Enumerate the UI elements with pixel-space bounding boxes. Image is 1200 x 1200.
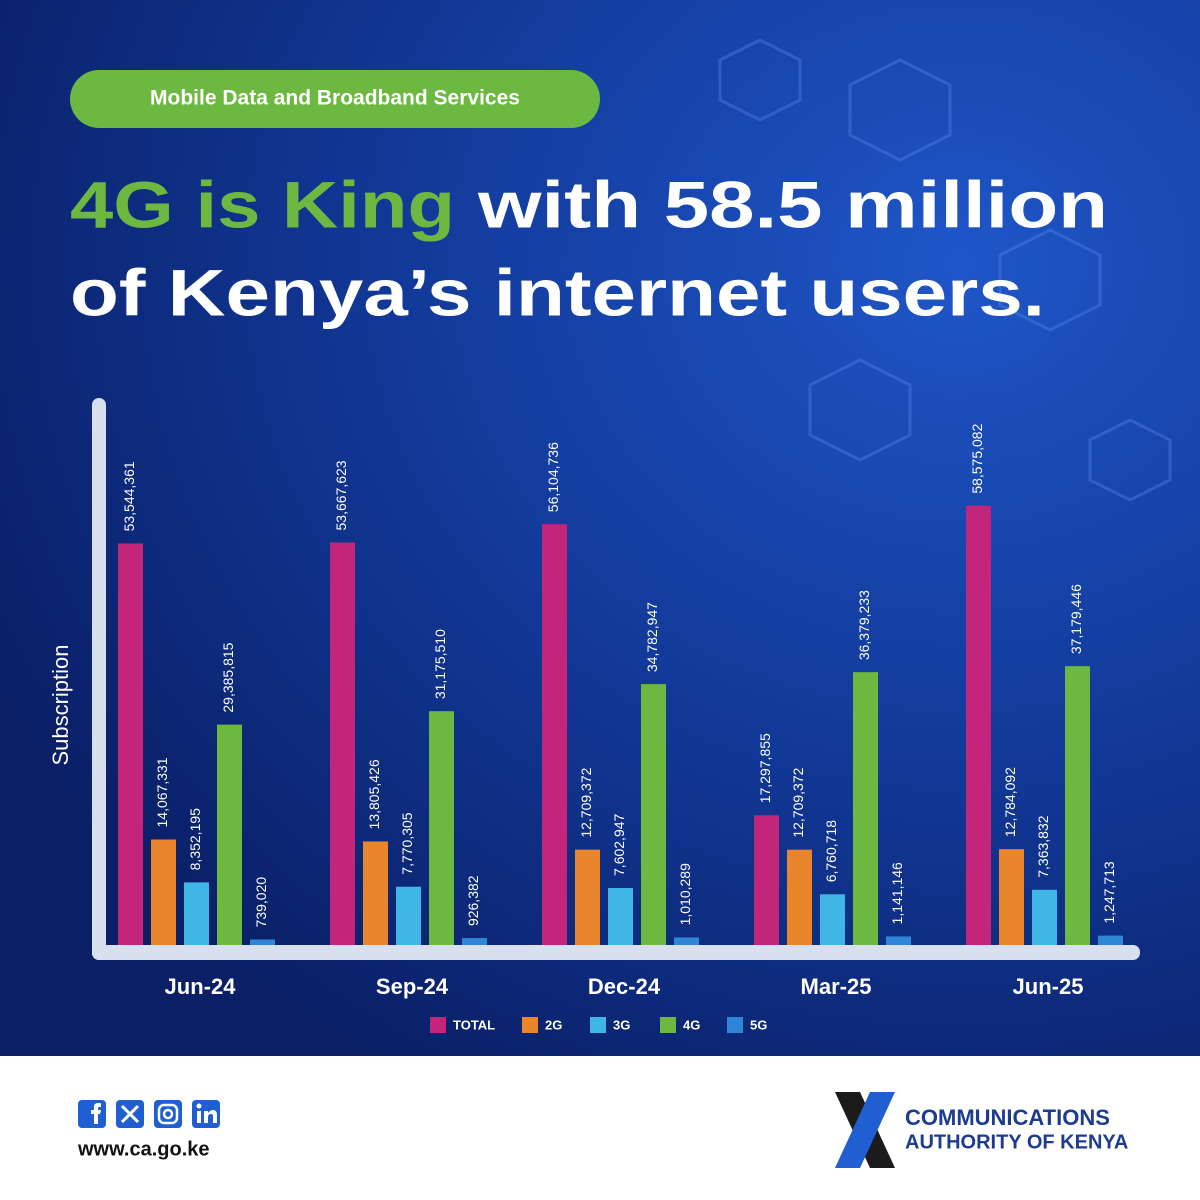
value-label: 8,352,195 — [187, 808, 203, 870]
website: www.ca.go.ke — [77, 1138, 210, 1160]
bar — [575, 849, 600, 945]
x-tick-label: Jun-25 — [1013, 974, 1084, 999]
bar — [396, 886, 421, 945]
x-tick-label: Sep-24 — [376, 974, 449, 999]
bar — [184, 882, 209, 945]
x-tick-label: Mar-25 — [801, 974, 872, 999]
badge — [70, 70, 600, 128]
bar — [330, 542, 355, 945]
value-label: 1,010,289 — [677, 863, 693, 925]
value-label: 58,575,082 — [969, 423, 985, 493]
value-label: 12,709,372 — [578, 767, 594, 837]
value-label: 36,379,233 — [856, 590, 872, 660]
value-label: 29,385,815 — [220, 642, 236, 712]
bar — [118, 543, 143, 945]
bar — [462, 938, 487, 945]
x-axis — [92, 945, 1140, 960]
bar — [820, 894, 845, 945]
value-label: 56,104,736 — [545, 442, 561, 512]
bar — [853, 672, 878, 945]
bar — [1032, 889, 1057, 945]
value-label: 6,760,718 — [823, 820, 839, 882]
legend-label: 2G — [545, 1017, 562, 1032]
legend-swatch — [727, 1017, 743, 1033]
value-label: 37,179,446 — [1068, 584, 1084, 654]
bar — [787, 849, 812, 945]
bar — [363, 841, 388, 945]
social-icons — [78, 1100, 220, 1128]
bar — [674, 937, 699, 945]
x-tick-label: Dec-24 — [588, 974, 661, 999]
bar — [250, 939, 275, 945]
org-name: COMMUNICATIONS — [905, 1105, 1110, 1130]
value-label: 1,141,146 — [889, 862, 905, 924]
hex-decor — [718, 38, 1172, 502]
value-label: 34,782,947 — [644, 602, 660, 672]
value-label: 12,784,092 — [1002, 767, 1018, 837]
value-label: 1,247,713 — [1101, 861, 1117, 923]
value-label: 17,297,855 — [757, 733, 773, 803]
headline: with 58.5 million — [477, 167, 1108, 241]
headline-highlight: 4G is King — [70, 167, 455, 241]
legend-swatch — [660, 1017, 676, 1033]
bar — [754, 815, 779, 945]
legend-swatch — [590, 1017, 606, 1033]
org-name: AUTHORITY OF KENYA — [905, 1131, 1128, 1153]
plot: Jun-24 53,544,361 14,067,331 8,352,195 29,38… — [118, 423, 1123, 1033]
badge-text: Mobile Data and Broadband Services — [150, 87, 520, 110]
legend-swatch — [430, 1017, 446, 1033]
value-label: 53,667,623 — [333, 460, 349, 530]
value-label: 7,363,832 — [1035, 815, 1051, 877]
bar — [999, 849, 1024, 945]
legend-label: 3G — [613, 1017, 630, 1032]
bar — [217, 724, 242, 945]
value-label: 53,544,361 — [121, 461, 137, 531]
legend-swatch — [522, 1017, 538, 1033]
value-label: 739,020 — [253, 877, 269, 928]
legend-label: 4G — [683, 1017, 700, 1032]
legend-label: 5G — [750, 1017, 767, 1032]
value-label: 7,770,305 — [399, 812, 415, 874]
legend-label: TOTAL — [453, 1017, 495, 1032]
bar — [608, 887, 633, 945]
bar — [886, 936, 911, 945]
y-axis — [92, 398, 106, 960]
bar — [641, 684, 666, 945]
bar — [429, 711, 454, 945]
value-label: 13,805,426 — [366, 759, 382, 829]
bar — [542, 524, 567, 945]
bar — [966, 505, 991, 945]
bar — [1065, 666, 1090, 945]
y-axis-label: Subscription — [48, 644, 73, 765]
bar — [151, 839, 176, 945]
headline: of Kenya’s internet users. — [70, 255, 1045, 329]
value-label: 926,382 — [465, 875, 481, 926]
value-label: 12,709,372 — [790, 767, 806, 837]
value-label: 14,067,331 — [154, 757, 170, 827]
value-label: 7,602,947 — [611, 813, 627, 875]
value-label: 31,175,510 — [432, 629, 448, 699]
logo — [835, 1092, 895, 1168]
x-tick-label: Jun-24 — [165, 974, 237, 999]
bar — [1098, 935, 1123, 945]
